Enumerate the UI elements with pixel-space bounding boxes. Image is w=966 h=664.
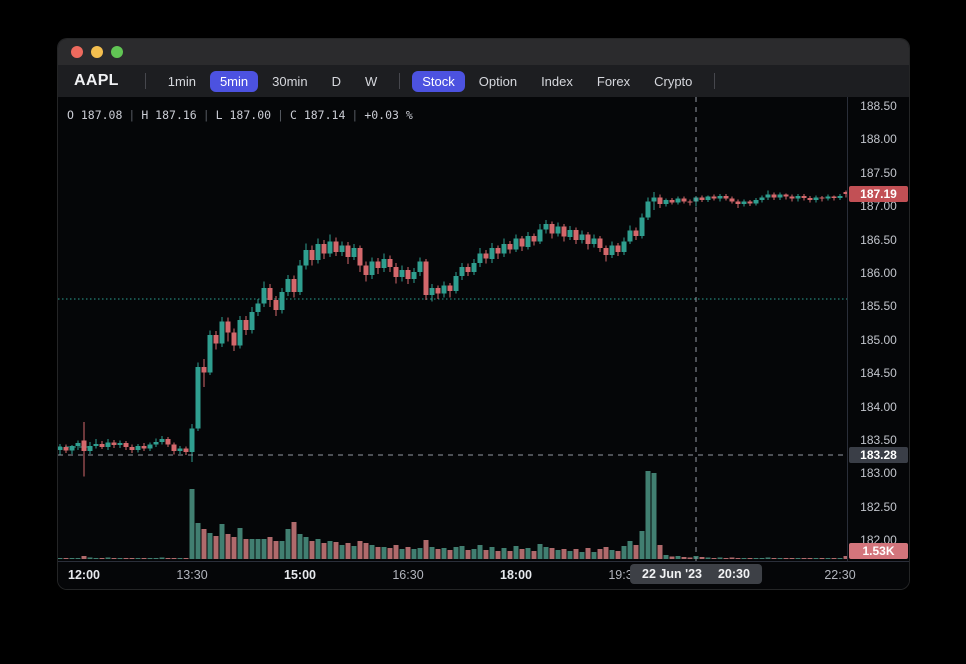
fullscreen-button[interactable] bbox=[111, 46, 123, 58]
close-button[interactable] bbox=[71, 46, 83, 58]
market-tab-option[interactable]: Option bbox=[469, 71, 527, 92]
last-price-label: 187.19 bbox=[849, 185, 908, 202]
time-tick-1630: 16:30 bbox=[392, 568, 424, 582]
time-tick-1200: 12:00 bbox=[68, 568, 100, 582]
market-tab-crypto[interactable]: Crypto bbox=[644, 71, 702, 92]
price-tick: 184.00 bbox=[860, 399, 897, 414]
timeframe-d[interactable]: D bbox=[322, 71, 351, 92]
timeframe-group: 1min 5min 30min D W bbox=[158, 70, 387, 92]
chart-plot[interactable]: O 187.08 | H 187.16 | L 187.00 | C 187.14 | +0.0… bbox=[58, 97, 847, 563]
toolbar-divider bbox=[714, 73, 716, 89]
timeframe-5min[interactable]: 5min bbox=[209, 70, 259, 92]
minimize-button[interactable] bbox=[91, 46, 103, 58]
market-tab-index[interactable]: Index bbox=[531, 71, 583, 92]
price-tick: 183.50 bbox=[860, 432, 897, 447]
toolbar-divider bbox=[399, 73, 401, 89]
app-window: AAPL 1min 5min 30min D W Stock Option Index For… bbox=[57, 38, 910, 590]
price-tick: 186.00 bbox=[860, 265, 897, 280]
price-tick: 182.50 bbox=[860, 499, 897, 514]
market-tab-stock[interactable]: Stock bbox=[412, 70, 465, 92]
candlesticks bbox=[58, 190, 847, 477]
time-tick-1500: 15:00 bbox=[284, 568, 316, 582]
symbol-label: AAPL bbox=[74, 72, 119, 89]
price-tick: 185.50 bbox=[860, 299, 897, 314]
toolbar-divider bbox=[144, 73, 146, 89]
ohlc-legend: O 187.08 | H 187.16 | L 187.00 | C 187.14 | +0.0… bbox=[67, 108, 413, 122]
price-tick: 186.50 bbox=[860, 232, 897, 247]
crosshair-price-label: 183.28 bbox=[849, 447, 908, 464]
timeframe-1min[interactable]: 1min bbox=[158, 71, 206, 92]
price-tick: 185.00 bbox=[860, 332, 897, 347]
price-tick: 184.50 bbox=[860, 366, 897, 381]
timeframe-w[interactable]: W bbox=[355, 71, 387, 92]
price-tick: 188.50 bbox=[860, 98, 897, 113]
price-tick: 187.50 bbox=[860, 165, 897, 180]
time-axis[interactable]: 22 Jun '23 20:30 12:00 13:30 15:00 16:30 18:… bbox=[58, 561, 909, 589]
volume-bars bbox=[58, 471, 847, 559]
price-tick: 188.00 bbox=[860, 132, 897, 147]
time-tick-1330: 13:30 bbox=[176, 568, 208, 582]
crosshair-date: 22 Jun '23 bbox=[642, 567, 702, 581]
timeframe-30min[interactable]: 30min bbox=[262, 71, 317, 92]
crosshair-time-label: 22 Jun '23 20:30 bbox=[630, 564, 762, 584]
chart-area: O 187.08 | H 187.16 | L 187.00 | C 187.14 | +0.0… bbox=[58, 97, 909, 563]
price-tick: 183.00 bbox=[860, 466, 897, 481]
time-tick-2230: 22:30 bbox=[824, 568, 856, 582]
toolbar: AAPL 1min 5min 30min D W Stock Option Index For… bbox=[58, 65, 909, 97]
volume-value-label: 1.53K bbox=[849, 542, 908, 559]
market-tab-forex[interactable]: Forex bbox=[587, 71, 640, 92]
price-tick: 187.00 bbox=[860, 199, 897, 214]
market-group: Stock Option Index Forex Crypto bbox=[412, 70, 702, 92]
candlestick-chart[interactable] bbox=[58, 97, 847, 563]
time-tick-1800: 18:00 bbox=[500, 568, 532, 582]
price-axis[interactable]: 188.50 188.00 187.50 187.00 186.50 186.00 185.… bbox=[847, 97, 909, 563]
window-titlebar[interactable] bbox=[58, 39, 909, 65]
crosshair-time: 20:30 bbox=[717, 567, 750, 581]
